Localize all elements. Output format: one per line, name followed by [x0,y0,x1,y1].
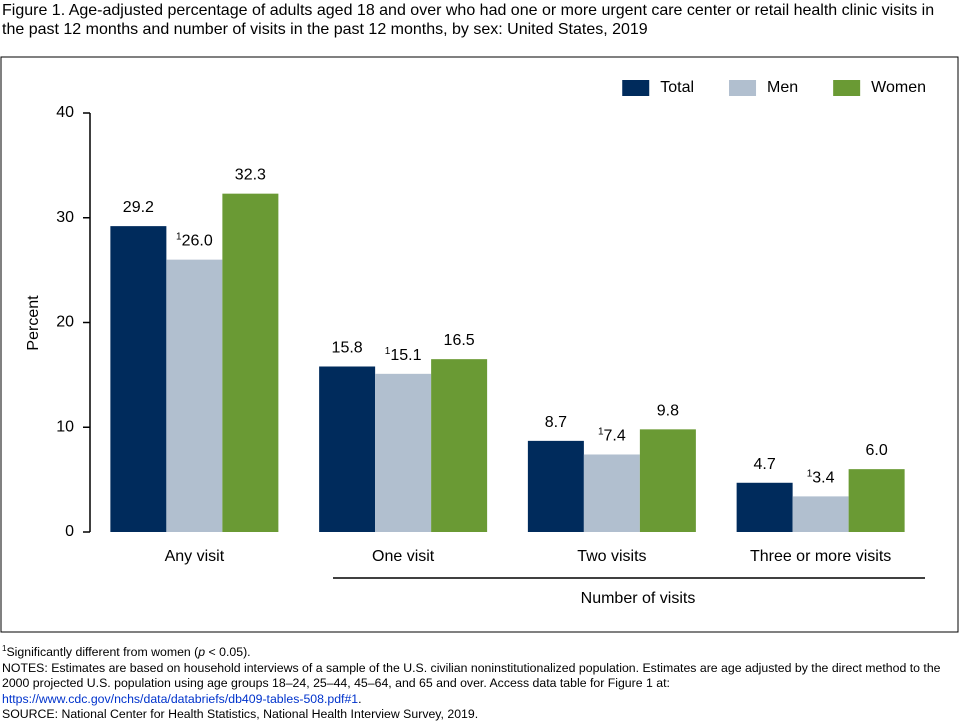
y-tick-label: 30 [56,209,74,226]
value-label: 8.7 [545,414,567,431]
y-tick-label: 10 [56,418,74,435]
legend-swatch [622,80,650,96]
legend-label: Women [871,79,926,96]
value-label: 16.5 [444,332,475,349]
chart-title: Figure 1. Age-adjusted percentage of adu… [2,2,935,38]
notes-text: NOTES: Estimates are based on household … [2,661,952,708]
value-label: 7.4 [604,428,626,445]
value-label: 9.8 [657,403,679,420]
notes: 1Significantly different from women (p <… [2,641,952,723]
value-label: 29.2 [123,199,154,216]
x-tick-label: Three or more visits [750,548,891,565]
bar [222,193,279,532]
bar [736,482,793,532]
legend-swatch [833,80,861,96]
y-tick-label: 40 [56,104,74,121]
value-label: 126.0 [176,231,213,250]
value-label: 15.8 [332,340,363,357]
value-label: 6.0 [866,442,888,459]
legend-label: Total [660,79,694,96]
footnote-marker: 1 [807,468,813,479]
x-tick-label: One visit [372,548,435,565]
y-axis-title: Percent [25,295,42,351]
data-link[interactable]: https://www.cdc.gov/nchs/data/databriefs… [2,691,359,706]
value-label: 13.4 [807,468,835,487]
footnote-marker: 1 [176,231,182,242]
value-label: 16.5 [444,332,475,349]
bar [166,259,223,532]
value-label: 29.2 [123,199,154,216]
bar [375,373,432,532]
bar [583,454,640,532]
value-label: 4.7 [754,456,776,473]
footnote-marker: 1 [598,426,604,437]
value-label: 32.3 [235,167,266,184]
notes-text: NOTES: Estimates are based on household … [2,660,941,691]
bar [319,366,376,532]
value-label: 15.8 [332,340,363,357]
value-label: 26.0 [182,233,213,250]
bar [110,226,167,532]
y-tick-label: 20 [56,314,74,331]
value-label: 15.1 [390,347,421,364]
footnote: 1Significantly different from women (p <… [2,641,952,661]
bar [431,359,488,532]
value-label: 9.8 [657,403,679,420]
value-label: 8.7 [545,414,567,431]
bar [527,440,584,532]
x-tick-label: Any visit [165,548,225,565]
footnote-marker: 1 [385,345,391,356]
footnote-text: < 0.05). [205,645,251,660]
value-label: 17.4 [598,426,626,445]
x-tick-label: Two visits [577,548,646,565]
footnote-text: Significantly different from women ( [6,645,199,660]
value-label: 115.1 [385,345,422,364]
value-label: 32.3 [235,167,266,184]
chart-frame [0,56,959,633]
legend-swatch [729,80,757,96]
value-label: 6.0 [866,442,888,459]
source: SOURCE: National Center for Health Stati… [2,707,479,722]
link-after: . [358,691,362,706]
footnote-text: p [198,645,206,660]
bar [639,429,696,532]
value-label: 4.7 [754,456,776,473]
value-label: 3.4 [812,470,834,487]
chart: Percent Number of visits 0 10 20 30 40 Any vi… [0,56,959,633]
footnote-marker: 1 [2,644,7,653]
y-tick-label: 0 [65,523,74,540]
bar [792,496,849,532]
legend-label: Men [767,79,798,96]
bar [848,469,905,532]
x-axis-title: Number of visits [581,590,696,607]
